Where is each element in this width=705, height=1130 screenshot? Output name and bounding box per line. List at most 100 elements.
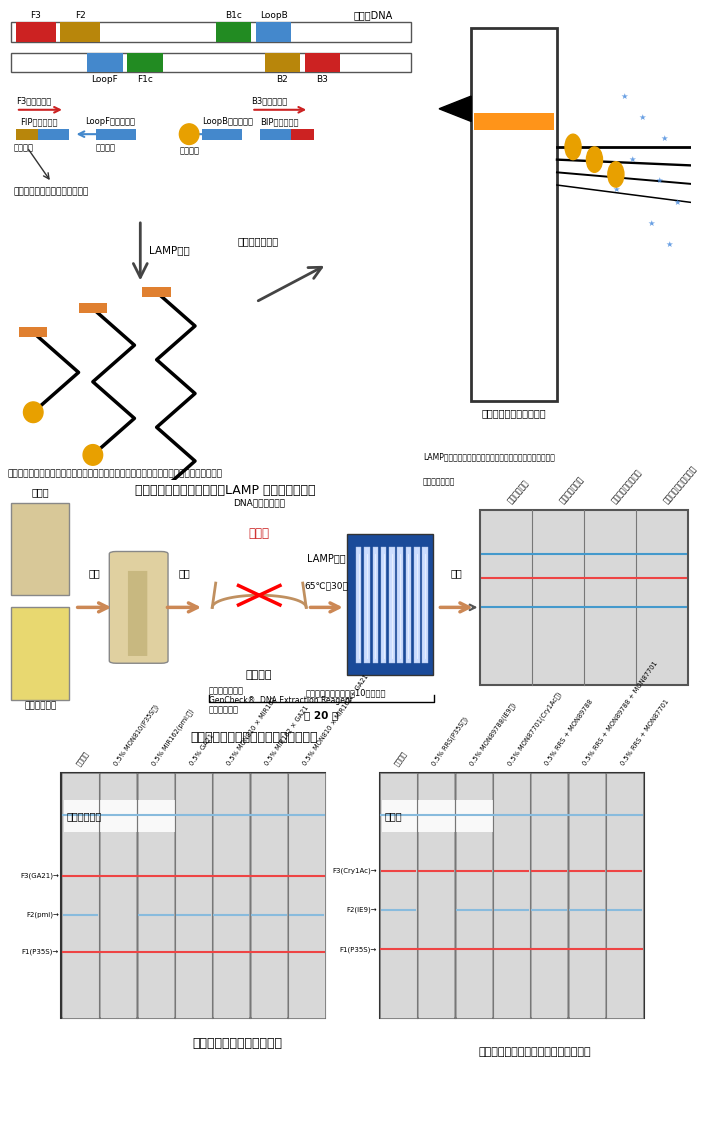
Bar xyxy=(422,547,428,663)
Text: 図３　多検体同時検出結果: 図３ 多検体同時検出結果 xyxy=(192,1037,283,1050)
Bar xyxy=(61,23,100,42)
Text: 粉砕: 粉砕 xyxy=(88,568,100,579)
Bar xyxy=(19,327,47,337)
Bar xyxy=(379,773,644,1018)
Bar xyxy=(216,23,251,42)
Text: F3: F3 xyxy=(30,11,42,20)
Text: 組換えトウモロコシ: 組換えトウモロコシ xyxy=(610,468,644,505)
Bar xyxy=(11,53,411,72)
Text: 0.5% MIR162(pmi:有): 0.5% MIR162(pmi:有) xyxy=(150,707,195,766)
Text: LAMP反応: LAMP反応 xyxy=(307,554,345,564)
Text: 非組換え: 非組換え xyxy=(393,750,407,766)
Bar xyxy=(372,547,378,663)
Text: ★: ★ xyxy=(666,240,673,249)
Text: BIPプライマー: BIPプライマー xyxy=(260,118,299,127)
Bar xyxy=(87,53,123,72)
Text: 65℃、30分: 65℃、30分 xyxy=(305,581,348,590)
Text: ★: ★ xyxy=(647,219,654,227)
Text: 図２　粗抽出液を用いた検出の概略図: 図２ 粗抽出液を用いた検出の概略図 xyxy=(190,731,317,745)
Text: 0.5% RRS + MON89788: 0.5% RRS + MON89788 xyxy=(544,698,594,766)
Text: 0.5% MIR162 × GA21: 0.5% MIR162 × GA21 xyxy=(264,705,310,766)
Text: クロマト展開（室温、10分程度）: クロマト展開（室温、10分程度） xyxy=(305,689,386,697)
Text: 非組換えダイズ: 非組換えダイズ xyxy=(558,475,586,505)
Text: 非組換え: 非組換え xyxy=(75,750,90,766)
Text: F1(P35S)→: F1(P35S)→ xyxy=(340,946,377,953)
Text: 0.5% RRS + MON89788 + MON87701: 0.5% RRS + MON89788 + MON87701 xyxy=(582,660,659,766)
Bar xyxy=(606,773,643,1018)
Text: B3プライマー: B3プライマー xyxy=(252,96,288,105)
Text: 0.5% MON87701(Cry1Ac有): 0.5% MON87701(Cry1Ac有) xyxy=(506,690,563,766)
Bar xyxy=(251,773,287,1018)
Text: 検出: 検出 xyxy=(450,568,462,579)
Text: LoopF: LoopF xyxy=(92,75,118,84)
Bar xyxy=(176,773,211,1018)
Text: GenCheck®  DNA Extraction Reagent: GenCheck® DNA Extraction Reagent xyxy=(209,696,352,705)
Bar xyxy=(202,129,243,140)
Bar xyxy=(96,129,136,140)
Text: 簡易抽出: 簡易抽出 xyxy=(246,670,272,680)
Text: F3プライマー: F3プライマー xyxy=(16,96,51,105)
Text: ファスマック社: ファスマック社 xyxy=(209,686,244,695)
Bar xyxy=(398,547,403,663)
Bar xyxy=(11,503,69,596)
Text: 図１　核酸クロマトによるLAMP 増幅産物の検出: 図１ 核酸クロマトによるLAMP 増幅産物の検出 xyxy=(135,484,316,497)
Text: DNAの抽出・精製: DNAの抽出・精製 xyxy=(233,498,286,507)
Text: ★: ★ xyxy=(639,113,646,122)
Bar xyxy=(480,511,687,685)
Circle shape xyxy=(83,444,103,466)
Text: LoopFプライマー: LoopFプライマー xyxy=(85,118,135,127)
Bar xyxy=(364,547,370,663)
Text: 非組換えトウモロコシ: 非組換えトウモロコシ xyxy=(662,464,698,505)
Text: 組換えダイズ: 組換えダイズ xyxy=(506,478,531,505)
Text: ゲノムDNA: ゲノムDNA xyxy=(353,10,393,20)
Text: ★: ★ xyxy=(655,176,663,185)
Bar xyxy=(291,129,314,140)
Bar xyxy=(142,287,171,297)
Text: 0.5% RRS + MON87701: 0.5% RRS + MON87701 xyxy=(620,698,670,766)
Text: 0.5% MON810 × MIR162 + GA21: 0.5% MON810 × MIR162 + GA21 xyxy=(302,673,369,766)
Bar xyxy=(11,608,69,699)
Text: 0.5% GA21: 0.5% GA21 xyxy=(188,733,215,766)
Text: 溶解: 溶解 xyxy=(179,568,190,579)
Polygon shape xyxy=(439,96,471,121)
Text: 核酸クロマトメンブレン: 核酸クロマトメンブレン xyxy=(482,408,546,418)
Text: トウモロコシ: トウモロコシ xyxy=(67,811,102,822)
Text: 0.5% MON810(P35S有): 0.5% MON810(P35S有) xyxy=(113,703,160,766)
Text: ★: ★ xyxy=(674,198,681,207)
Text: 片側にタグ配列、もう片側にビオチン分子が付加された、様々な長さの増幅産物ができる: 片側にタグ配列、もう片側にビオチン分子が付加された、様々な長さの増幅産物ができる xyxy=(7,469,222,478)
Text: F2(pmi)→: F2(pmi)→ xyxy=(26,912,59,919)
Text: LoopB: LoopB xyxy=(259,11,288,20)
Text: 0.5% RRS(P35S有): 0.5% RRS(P35S有) xyxy=(431,715,470,766)
Text: ラテラルフロー: ラテラルフロー xyxy=(238,236,279,246)
Text: B3: B3 xyxy=(317,75,329,84)
Text: （高畠令王奈、真野潤一、樋田和美）: （高畠令王奈、真野潤一、樋田和美） xyxy=(479,1046,591,1057)
Text: 青色に発色する: 青色に発色する xyxy=(423,477,455,486)
Bar xyxy=(288,773,325,1018)
Text: F1c: F1c xyxy=(137,75,153,84)
Text: FIPプライマー: FIPプライマー xyxy=(20,118,58,127)
Text: いずれかをタグ配列で修飾する: いずれかをタグ配列で修飾する xyxy=(13,188,89,197)
Text: F2(IE9)→: F2(IE9)→ xyxy=(346,907,377,913)
Bar xyxy=(380,773,417,1018)
Bar xyxy=(11,23,411,42)
Text: ★: ★ xyxy=(628,155,636,164)
Bar xyxy=(569,773,605,1018)
Bar xyxy=(455,773,492,1018)
Bar xyxy=(38,129,69,140)
Bar xyxy=(62,773,99,1018)
Text: B1c: B1c xyxy=(225,11,242,20)
Circle shape xyxy=(608,162,624,188)
Bar xyxy=(127,53,162,72)
Bar xyxy=(79,303,107,313)
Bar xyxy=(381,547,386,663)
Text: 等が利用可能: 等が利用可能 xyxy=(209,706,239,715)
Text: B2: B2 xyxy=(276,75,288,84)
Text: ★: ★ xyxy=(620,92,627,101)
Text: ＜ 20 分: ＜ 20 分 xyxy=(305,711,338,721)
Text: タグ配列: タグ配列 xyxy=(96,144,116,153)
Circle shape xyxy=(23,402,43,423)
Text: F2: F2 xyxy=(75,11,86,20)
Bar xyxy=(531,773,568,1018)
Text: ダイズ: ダイズ xyxy=(385,811,403,822)
Bar xyxy=(389,547,395,663)
